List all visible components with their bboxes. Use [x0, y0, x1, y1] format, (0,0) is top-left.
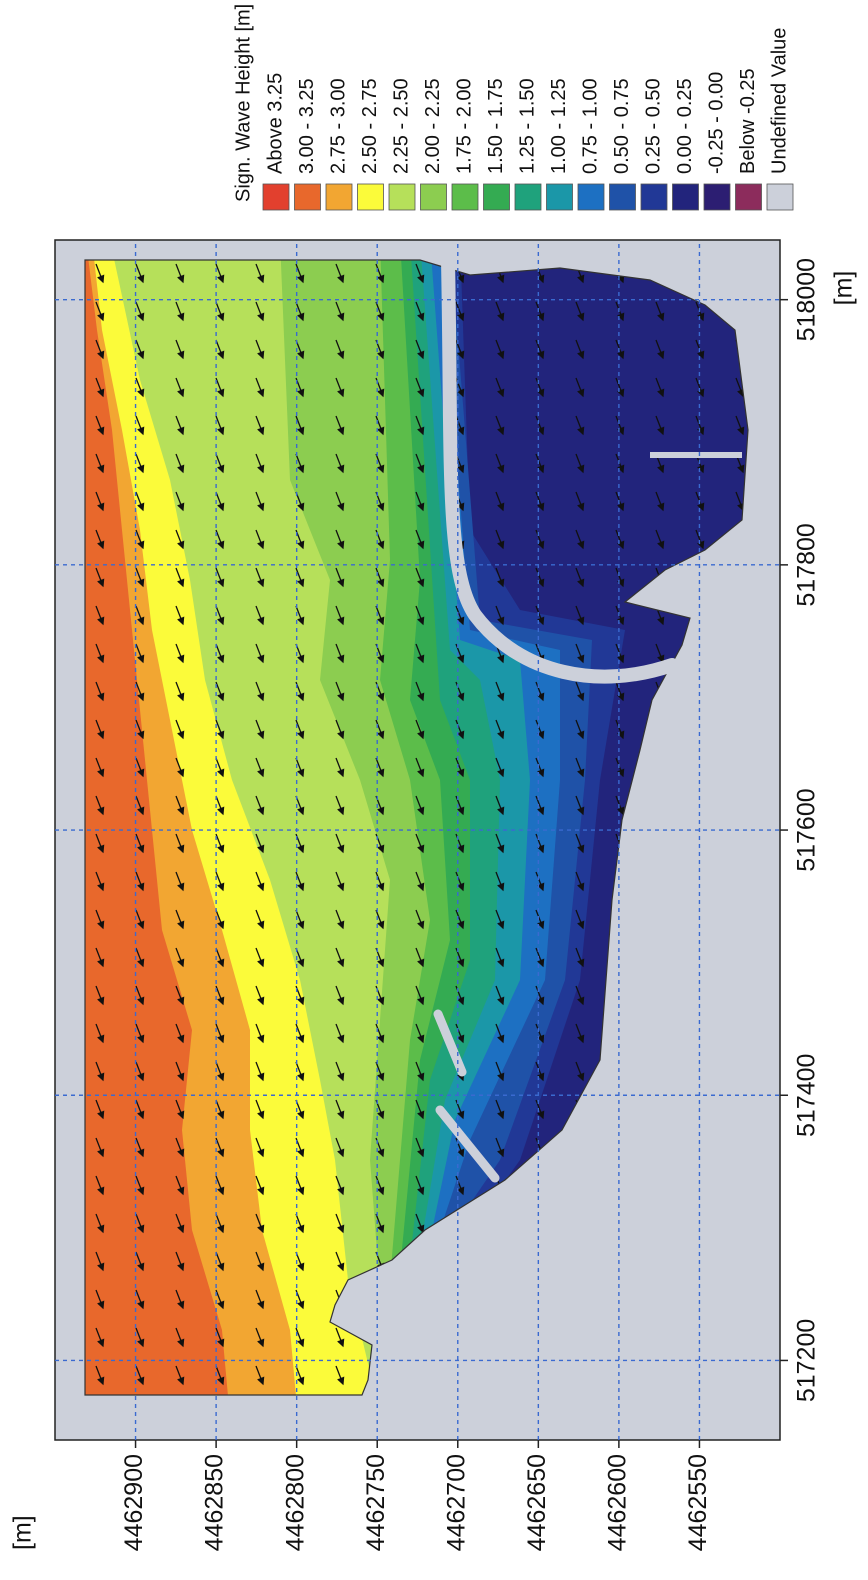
legend-swatch	[295, 184, 321, 210]
legend-swatch	[704, 184, 730, 210]
legend-label: 2.75 - 3.00	[327, 78, 349, 174]
legend-label: 0.00 - 0.25	[674, 78, 696, 174]
legend-label: Below -0.25	[737, 68, 759, 174]
legend-swatch	[421, 184, 447, 210]
legend-label: 3.00 - 3.25	[296, 78, 318, 174]
x-axis-label: [m]	[830, 271, 858, 306]
legend-swatch	[263, 184, 289, 210]
page: {"chart_data": { "type": "contour", "leg…	[0, 0, 868, 1580]
legend-label: -0.25 - 0.00	[705, 72, 727, 174]
legend-title: Sign. Wave Height [m]	[232, 4, 254, 202]
x-tick-label: 518000	[793, 258, 821, 341]
y-axis-label: [m]	[9, 1515, 37, 1550]
x-tick-label: 517400	[793, 1054, 821, 1137]
y-tick-label: 4462850	[201, 1454, 229, 1551]
legend-label: Undefined Value	[768, 28, 790, 174]
legend-label: 1.50 - 1.75	[485, 78, 507, 174]
legend-label: 0.25 - 0.50	[642, 78, 664, 174]
y-tick-label: 4462700	[442, 1454, 470, 1551]
y-tick-label: 4462600	[603, 1454, 631, 1551]
y-tick-label: 4462900	[120, 1454, 148, 1551]
legend-label: 2.50 - 2.75	[359, 78, 381, 174]
legend-swatch	[641, 184, 667, 210]
legend-label: 1.25 - 1.50	[516, 78, 538, 174]
plot-group: [m] [m] Sign. Wave Height [m] 4462900 446…	[0, 4, 858, 1552]
legend-swatch	[736, 184, 762, 210]
legend-swatch	[610, 184, 636, 210]
legend-label: 1.75 - 2.00	[453, 78, 475, 174]
legend-swatch	[578, 184, 604, 210]
legend-swatch	[452, 184, 478, 210]
x-tick-label: 517200	[793, 1319, 821, 1402]
x-tick-label: 517600	[793, 788, 821, 871]
y-tick-label: 4462650	[523, 1454, 551, 1551]
legend-label: 2.25 - 2.50	[390, 78, 412, 174]
y-tick-label: 4462800	[281, 1454, 309, 1551]
legend-swatch	[484, 184, 510, 210]
chart: [m] [m] Sign. Wave Height [m] 4462900 446…	[0, 0, 868, 1580]
legend-swatch	[326, 184, 352, 210]
legend-swatch	[673, 184, 699, 210]
legend-label: 1.00 - 1.25	[548, 78, 570, 174]
legend-label: 0.50 - 0.75	[611, 78, 633, 174]
y-tick-label: 4462750	[362, 1454, 390, 1551]
legend-swatch	[358, 184, 384, 210]
legend-label: 2.00 - 2.25	[422, 78, 444, 174]
legend-swatch	[547, 184, 573, 210]
legend-label: 0.75 - 1.00	[579, 78, 601, 174]
x-tick-label: 517800	[793, 523, 821, 606]
legend-swatch	[515, 184, 541, 210]
legend-label: Above 3.25	[264, 73, 286, 174]
legend-swatch	[389, 184, 415, 210]
legend-swatch	[767, 184, 793, 210]
y-tick-label: 4462550	[684, 1454, 712, 1551]
